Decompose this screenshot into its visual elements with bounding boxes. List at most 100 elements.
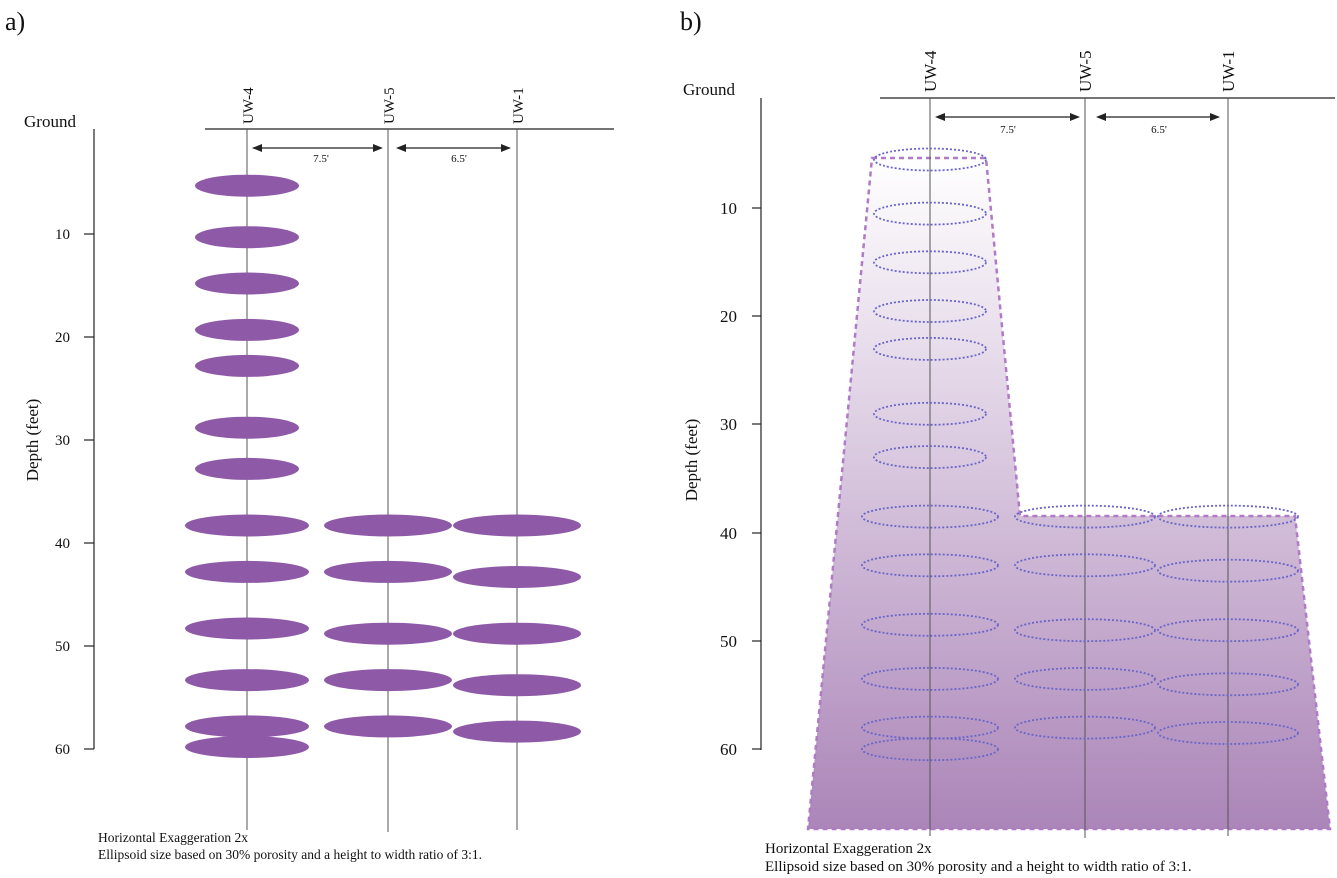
panel-a-ellipse-uw1 <box>453 674 581 697</box>
panel-a-label: a) <box>5 7 25 36</box>
panel-b-ellipse-uw1 <box>1157 672 1299 697</box>
panel-a: a) Ground 10 20 30 40 50 60 Depth (feet) <box>5 7 614 862</box>
panel-a-tick-label: 40 <box>55 536 70 552</box>
panel-a-ellipses <box>185 174 581 758</box>
panel-b-ellipse-uw5 <box>1014 553 1156 578</box>
panel-b-ellipse-uw4 <box>873 401 987 426</box>
panel-b-ellipse-uw1 <box>1157 558 1299 583</box>
panel-b-ylabel: Depth (feet) <box>682 419 701 502</box>
panel-a-ellipse-uw4 <box>195 318 299 341</box>
panel-a-spacing-label-2: 6.5' <box>451 153 467 165</box>
panel-a-spacing-arrow-1: 7.5' <box>252 144 383 165</box>
panel-b-tick-label: 30 <box>720 415 737 434</box>
panel-b-well-label-uw4: UW-4 <box>921 50 940 92</box>
panel-b-ellipse-uw4 <box>861 504 999 529</box>
panel-a-ellipse-uw4 <box>185 715 309 738</box>
panel-a-well-label-uw1: UW-1 <box>511 87 527 124</box>
panel-b-ellipse-uw4 <box>873 147 987 172</box>
panel-b-label: b) <box>680 7 702 36</box>
panel-b-well-label-uw5: UW-5 <box>1076 50 1095 92</box>
panel-a-ellipse-uw5 <box>324 560 452 583</box>
panel-b-ellipse-uw4 <box>861 667 999 691</box>
panel-b-tick-label: 40 <box>720 524 737 543</box>
panel-a-tick-10: 10 <box>55 227 94 243</box>
panel-a-ground-label: Ground <box>24 112 76 131</box>
panel-a-well-label-uw5: UW-5 <box>382 87 398 124</box>
panel-b-ellipse-uw5 <box>1014 667 1156 691</box>
panel-a-ellipse-uw4 <box>185 617 309 640</box>
panel-b-ground-label: Ground <box>683 80 735 99</box>
panel-a-ellipse-uw1 <box>453 720 581 743</box>
panel-b-tick-50: 50 <box>720 632 761 651</box>
panel-b-tick-10: 10 <box>720 199 761 218</box>
panel-a-ellipse-uw4 <box>185 669 309 692</box>
panel-b-note-2: Ellipsoid size based on 30% porosity and… <box>765 859 1192 875</box>
panel-a-tick-40: 40 <box>55 536 94 552</box>
panel-b-ellipse-uw1 <box>1157 721 1299 745</box>
panel-b-ellipse-uw5 <box>1014 618 1156 643</box>
panel-b-plume <box>806 156 1332 831</box>
panel-b-ellipse-uw4 <box>861 612 999 637</box>
panel-a-ellipse-uw5 <box>324 622 452 645</box>
panel-b-ellipse-uw4 <box>861 553 999 578</box>
panel-b-tick-40: 40 <box>720 524 761 543</box>
panel-b-spacing-arrow-2: 6.5' <box>1096 113 1220 136</box>
panel-b-ellipse-uw1 <box>1157 504 1299 529</box>
panel-b-note-1: Horizontal Exaggeration 2x <box>765 841 932 857</box>
panel-a-spacing-label-1: 7.5' <box>313 153 329 165</box>
panel-b-tick-label: 10 <box>720 199 737 218</box>
panel-b-spacing-label-2: 6.5' <box>1151 124 1167 136</box>
panel-a-ellipse-uw4 <box>195 416 299 439</box>
panel-a-tick-label: 60 <box>55 742 70 758</box>
panel-b-tick-label: 50 <box>720 632 737 651</box>
panel-a-tick-label: 10 <box>55 227 70 243</box>
panel-b-ellipse-uw5 <box>1014 715 1156 740</box>
panel-b-ellipses <box>861 147 1299 762</box>
panel-a-ellipse-uw4 <box>195 174 299 197</box>
panel-a-tick-label: 20 <box>55 330 70 346</box>
panel-a-ellipse-uw4 <box>195 457 299 480</box>
panel-a-tick-50: 50 <box>55 639 94 655</box>
panel-b-ellipse-uw4 <box>873 336 987 361</box>
panel-a-tick-30: 30 <box>55 433 94 449</box>
panel-b-well-label-uw1: UW-1 <box>1219 50 1238 92</box>
panel-a-note-1: Horizontal Exaggeration 2x <box>98 830 248 845</box>
panel-a-tick-20: 20 <box>55 330 94 346</box>
panel-b-tick-60: 60 <box>720 740 761 759</box>
panel-b-ellipse-uw4 <box>873 299 987 323</box>
panel-a-ellipse-uw5 <box>324 514 452 537</box>
panel-a-tick-60: 60 <box>55 742 94 758</box>
panel-a-well-label-uw4: UW-4 <box>241 87 257 124</box>
panel-a-ellipse-uw5 <box>324 669 452 692</box>
panel-a-ellipse-uw1 <box>453 514 581 537</box>
panel-b-ellipse-uw5 <box>1014 504 1156 529</box>
panel-a-spacing-arrow-2: 6.5' <box>396 144 511 165</box>
panel-b-tick-label: 60 <box>720 740 737 759</box>
panel-a-note-2: Ellipsoid size based on 30% porosity and… <box>98 847 482 862</box>
panel-a-tick-label: 30 <box>55 433 70 449</box>
panel-a-ellipse-uw4 <box>195 272 299 295</box>
panel-b-ellipse-uw4 <box>861 715 999 740</box>
panel-b-ellipse-uw4 <box>873 201 987 226</box>
panel-a-tick-label: 50 <box>55 639 70 655</box>
panel-b-ellipse-uw4 <box>873 445 987 470</box>
panel-a-ellipse-uw4 <box>185 736 309 758</box>
panel-a-ylabel: Depth (feet) <box>23 399 42 482</box>
panel-a-ellipse-uw4 <box>195 226 299 249</box>
panel-a-ellipse-uw4 <box>195 354 299 377</box>
panel-a-ellipse-uw4 <box>185 560 309 583</box>
panel-a-ellipse-uw4 <box>185 514 309 537</box>
panel-b-ellipse-uw1 <box>1157 618 1299 643</box>
panel-b-tick-20: 20 <box>720 307 761 326</box>
panel-b-spacing-arrow-1: 7.5' <box>935 113 1080 136</box>
panel-a-ellipse-uw5 <box>324 715 452 738</box>
panel-b-spacing-label-1: 7.5' <box>1000 124 1016 136</box>
panel-b-ellipse-uw4 <box>873 250 987 275</box>
panel-b-tick-30: 30 <box>720 415 761 434</box>
panel-a-ellipse-uw1 <box>453 622 581 645</box>
panel-b-tick-label: 20 <box>720 307 737 326</box>
panel-a-ellipse-uw1 <box>453 566 581 588</box>
panel-b-ellipse-uw4 <box>861 737 999 762</box>
panel-b: b) Ground 10 20 30 40 50 60 De <box>680 7 1335 875</box>
